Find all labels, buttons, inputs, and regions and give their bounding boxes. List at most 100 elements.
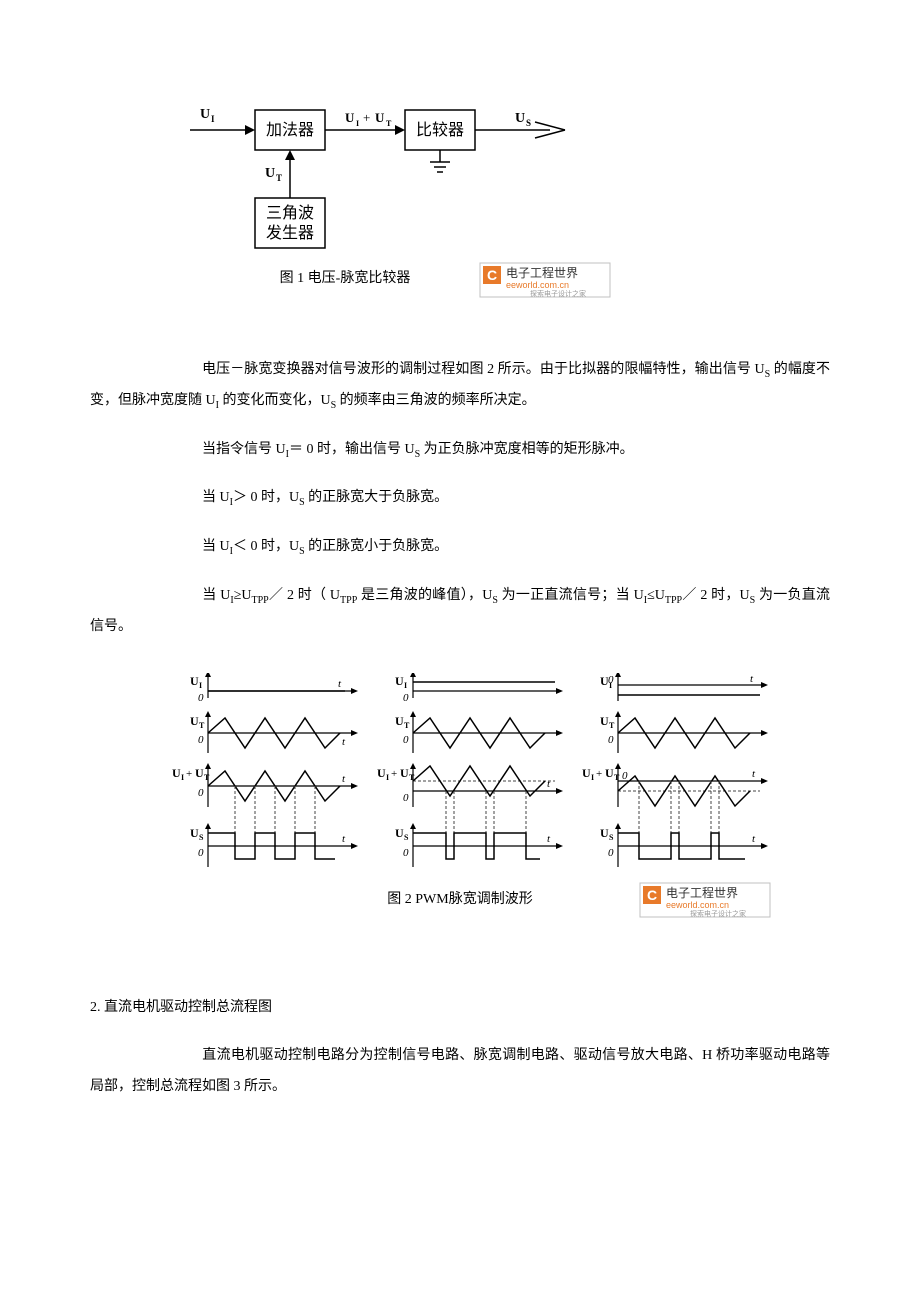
label-ui-sub: I [211,114,215,124]
sub: TPP [340,595,357,606]
svg-text:T: T [386,119,392,128]
p2-part2: ＝ 0 时，输出信号 U [289,442,415,457]
svg-text:U: U [172,766,181,780]
svg-text:U: U [582,766,591,780]
figure2-container: UI 0 t UT 0 t UI + UT [170,673,830,963]
svg-text:I: I [181,773,184,782]
trigen-label1: 三角波 [266,204,314,222]
svg-text:t: t [342,773,346,785]
figure2-caption: 图 2 PWM脉宽调制波形 [387,890,532,907]
label-sum: U [345,110,355,125]
svg-text:t: t [750,673,754,685]
svg-text:t: t [338,678,342,690]
svg-text:0: 0 [198,734,204,746]
svg-text:U: U [395,826,404,840]
p3-part2: ＞ 0 时，U [233,490,299,505]
svg-text:U: U [195,766,204,780]
comparator-label: 比较器 [416,121,464,139]
svg-text:U: U [377,766,386,780]
svg-text:探索电子设计之家: 探索电子设计之家 [690,909,746,918]
svg-text:T: T [276,173,282,183]
svg-text:0: 0 [198,692,204,704]
svg-text:I: I [404,681,407,690]
svg-text:S: S [609,833,614,842]
svg-text:0: 0 [403,847,409,859]
label-ui: U [200,107,210,122]
waveform-col3: UI 0 t UT 0 UI + UT 0 t [582,673,768,867]
svg-text:S: S [199,833,204,842]
paragraph-6: 直流电机驱动控制电路分为控制信号电路、脉宽调制电路、驱动信号放大电路、H 桥功率… [90,1041,830,1103]
svg-text:探索电子设计之家: 探索电子设计之家 [530,289,586,298]
p5-part5: 为一正直流信号；当 U [498,588,644,603]
svg-text:0: 0 [622,770,628,782]
svg-text:+: + [186,768,192,780]
svg-text:I: I [386,773,389,782]
svg-text:T: T [199,721,205,730]
svg-text:U: U [190,674,199,688]
svg-text:U: U [600,714,609,728]
svg-text:T: T [609,721,615,730]
p3-part3: 的正脉宽大于负脉宽。 [305,490,449,505]
paragraph-5: 当 UI≥UTPP／ 2 时（ UTPP 是三角波的峰值），US 为一正直流信号… [90,581,830,643]
svg-text:t: t [752,768,756,780]
svg-text:U: U [190,714,199,728]
svg-text:U: U [395,674,404,688]
paragraph-2: 当指令信号 UI＝ 0 时，输出信号 US 为正负脉冲宽度相等的矩形脉冲。 [90,435,830,466]
svg-text:U: U [600,826,609,840]
p2-part3: 为正负脉冲宽度相等的矩形脉冲。 [420,442,634,457]
svg-text:eeworld.com.cn: eeworld.com.cn [506,280,569,290]
svg-text:I: I [356,119,359,128]
svg-text:0: 0 [403,792,409,804]
svg-text:S: S [526,118,531,128]
paragraph-1: 电压－脉宽变换器对信号波形的调制过程如图 2 所示。由于比拟器的限幅特性，输出信… [90,355,830,417]
svg-text:0: 0 [198,787,204,799]
svg-text:0: 0 [608,734,614,746]
svg-text:U: U [605,766,614,780]
p1-part4: 的频率由三角波的频率所决定。 [336,393,536,408]
p4-part1: 当 U [202,539,230,554]
p5-part3: ／ 2 时（ U [269,588,340,603]
svg-text:C: C [647,887,657,903]
paragraph-3: 当 UI＞ 0 时，US 的正脉宽大于负脉宽。 [90,483,830,514]
figure1-caption: 图 1 电压-脉宽比较器 [280,269,411,286]
p1-part3: 的变化而变化，U [219,393,331,408]
svg-text:eeworld.com.cn: eeworld.com.cn [666,900,729,910]
p5-part2: ≥U [234,588,252,603]
svg-text:t: t [547,833,551,845]
waveform-col1: UI 0 t UT 0 t UI + UT [172,673,358,867]
adder-label: 加法器 [266,121,314,139]
svg-text:0: 0 [198,847,204,859]
svg-text:+: + [363,110,370,125]
svg-text:C: C [487,267,497,283]
svg-text:T: T [204,773,210,782]
svg-text:t: t [752,833,756,845]
svg-text:U: U [375,110,385,125]
section2-title: 2. 直流电机驱动控制总流程图 [90,993,830,1024]
p3-part1: 当 U [202,490,230,505]
svg-text:t: t [342,736,346,748]
p5-part4: 是三角波的峰值），U [357,588,492,603]
svg-text:t: t [342,833,346,845]
p1-part1: 电压－脉宽变换器对信号波形的调制过程如图 2 所示。由于比拟器的限幅特性，输出信… [202,362,765,377]
p6-text: 直流电机驱动控制电路分为控制信号电路、脉宽调制电路、驱动信号放大电路、H 桥功率… [90,1048,830,1094]
figure1-diagram: U I 加法器 U I + U T 比较器 U S U T [190,100,620,315]
waveform-col2: UI 0 UT 0 UI + UT 0 t [377,673,563,867]
svg-text:电子工程世界: 电子工程世界 [666,885,738,900]
p4-part2: ＜ 0 时，U [233,539,299,554]
watermark-figure2: C 电子工程世界 eeworld.com.cn 探索电子设计之家 [640,883,770,918]
paragraph-4: 当 UI＜ 0 时，US 的正脉宽小于负脉宽。 [90,532,830,563]
label-ut: U [265,166,275,181]
svg-text:U: U [395,714,404,728]
p5-part1: 当 U [202,588,230,603]
svg-text:U: U [400,766,409,780]
svg-text:电子工程世界: 电子工程世界 [506,265,578,280]
svg-text:I: I [199,681,202,690]
svg-text:S: S [404,833,409,842]
watermark-figure1: C 电子工程世界 eeworld.com.cn 探索电子设计之家 [480,263,610,298]
p2-part1: 当指令信号 U [202,442,286,457]
p5-part6: ≤U [647,588,665,603]
p4-part3: 的正脉宽小于负脉宽。 [305,539,449,554]
figure1-container: U I 加法器 U I + U T 比较器 U S U T [190,100,830,320]
figure2-diagram: UI 0 t UT 0 t UI + UT [170,673,790,958]
p5-part7: ／ 2 时，U [682,588,750,603]
